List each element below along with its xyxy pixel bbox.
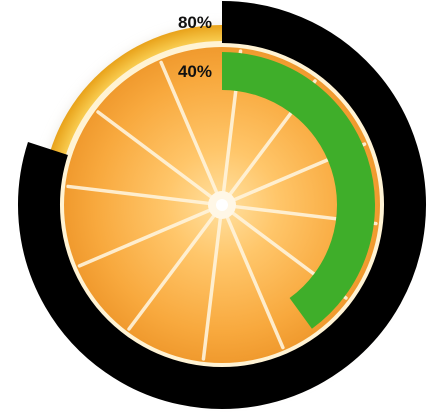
ring-label-2: 40%	[178, 62, 212, 81]
ring-labels: 80% 40%	[178, 13, 212, 81]
ring-bar-2	[221, 52, 375, 329]
orange-segment-line	[96, 110, 213, 199]
orange-segment-line	[201, 217, 223, 361]
ring-label-1: 80%	[178, 13, 212, 32]
orange-segment-line	[159, 60, 219, 194]
orange-segment-line	[66, 184, 210, 206]
orange-segment-line	[127, 214, 216, 331]
orange-segment-line	[77, 208, 211, 268]
ring-group	[18, 1, 426, 409]
ring-bar-1	[18, 1, 426, 409]
orange-segment-line	[225, 216, 285, 350]
